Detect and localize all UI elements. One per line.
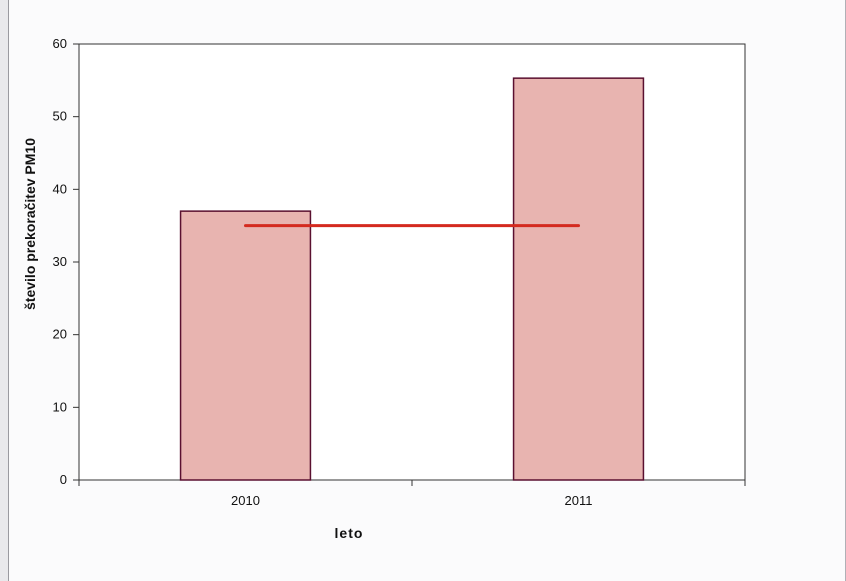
y-axis-title: število prekoračitev PM10	[22, 138, 38, 310]
bar-2010	[179, 210, 312, 481]
y-tick-label: 40	[53, 181, 67, 196]
plot-area	[78, 43, 746, 481]
chart-frame: 0 10 20 30 40 50 60 2010 2011 leto število prek…	[8, 0, 846, 581]
x-axis-title: leto	[335, 525, 364, 541]
bar-2011	[512, 77, 645, 481]
y-tick-label: 20	[53, 327, 67, 342]
x-axis-ticks: 2010 2011	[78, 480, 746, 508]
y-tick-label: 30	[53, 254, 67, 269]
y-axis-ticks: 0 10 20 30 40 50 60	[53, 36, 79, 487]
x-tick-label: 2010	[231, 493, 260, 508]
x-tick-label: 2011	[565, 493, 593, 508]
y-tick-label: 50	[53, 109, 67, 124]
bars	[179, 77, 645, 481]
y-tick-label: 10	[53, 399, 67, 414]
y-tick-label: 0	[60, 472, 67, 487]
bar-chart: 0 10 20 30 40 50 60 2010 2011 leto število prek…	[22, 36, 746, 541]
y-tick-label: 60	[53, 36, 67, 51]
